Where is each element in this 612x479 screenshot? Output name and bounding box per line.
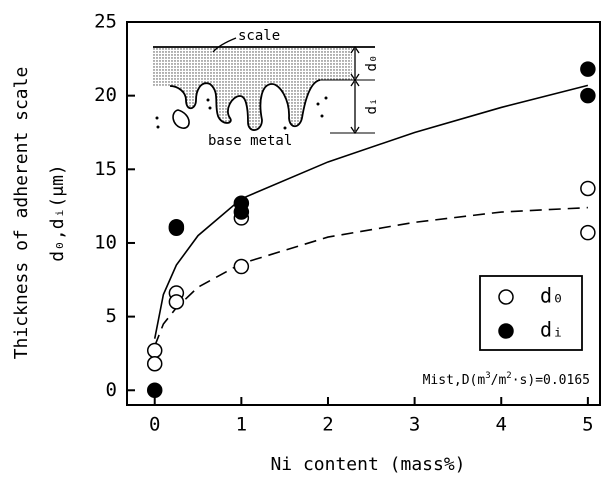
x-axis-label: Ni content (mass%)	[270, 454, 465, 475]
annotation-part: 3	[485, 371, 490, 381]
y-tick-label: 15	[94, 158, 117, 180]
x-tick-label: 3	[409, 414, 420, 436]
annotation-part: ·s)=0.0165	[512, 373, 590, 388]
point	[233, 204, 250, 220]
x-tick-label: 0	[149, 414, 160, 436]
point	[580, 180, 596, 197]
point	[168, 294, 185, 310]
legend-label: dᵢ	[540, 318, 564, 342]
legend	[479, 275, 583, 351]
y-tick-label: 5	[106, 305, 117, 327]
inset-label: d₀	[364, 55, 380, 72]
y-tick-label: 25	[94, 11, 117, 33]
y-axis-label: d₀,dᵢ(μm)	[47, 164, 68, 262]
x-tick-label: 2	[322, 414, 333, 436]
point	[580, 224, 596, 241]
y-axis-label: Thickness of adherent scale	[11, 67, 32, 360]
point	[580, 87, 596, 104]
x-tick-label: 5	[582, 414, 593, 436]
point	[580, 61, 596, 77]
point	[146, 382, 163, 399]
annotation-part: 2	[506, 371, 511, 381]
inset-label: dᵢ	[364, 98, 380, 115]
inset-label: scale	[238, 28, 280, 44]
annotation: Mist,D(m3/m2·s)=0.0165	[423, 371, 590, 388]
point	[168, 220, 185, 236]
point	[146, 342, 163, 359]
legend-label: d₀	[540, 284, 564, 308]
y-tick-label: 10	[94, 231, 117, 253]
point	[233, 258, 250, 275]
x-tick-label: 1	[236, 414, 247, 436]
y-tick-label: 0	[106, 379, 117, 401]
y-tick-label: 20	[94, 84, 117, 106]
point	[146, 356, 163, 372]
legend-marker	[498, 289, 514, 305]
plot-frame	[126, 21, 601, 406]
annotation-part: /m	[491, 373, 507, 388]
x-tick-label: 4	[496, 414, 507, 436]
annotation-part: Mist,D(m	[423, 373, 486, 388]
legend-marker	[498, 323, 514, 339]
inset-diagram: scale base metal d₀ dᵢ	[153, 28, 380, 149]
inset-label: base metal	[208, 133, 292, 149]
